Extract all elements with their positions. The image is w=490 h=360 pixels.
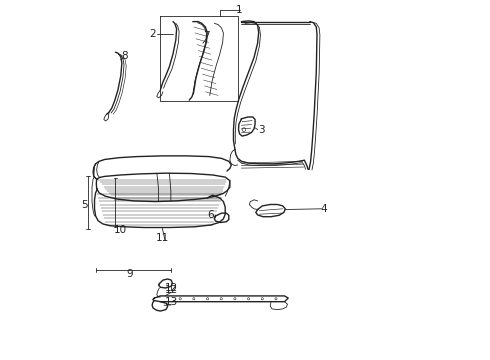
Text: 12: 12 xyxy=(165,285,178,295)
Text: 4: 4 xyxy=(321,204,327,214)
Text: 9: 9 xyxy=(126,269,133,279)
Text: 3: 3 xyxy=(258,125,265,135)
Text: 11: 11 xyxy=(156,233,169,243)
Text: 1: 1 xyxy=(236,5,243,15)
Text: 5: 5 xyxy=(81,200,88,210)
Text: 7: 7 xyxy=(203,31,210,41)
Text: 13: 13 xyxy=(165,297,178,307)
Text: 10: 10 xyxy=(114,225,127,235)
Text: 12: 12 xyxy=(165,283,178,293)
Text: 6: 6 xyxy=(207,210,214,220)
Text: 8: 8 xyxy=(121,51,128,61)
Text: 2: 2 xyxy=(149,29,156,39)
